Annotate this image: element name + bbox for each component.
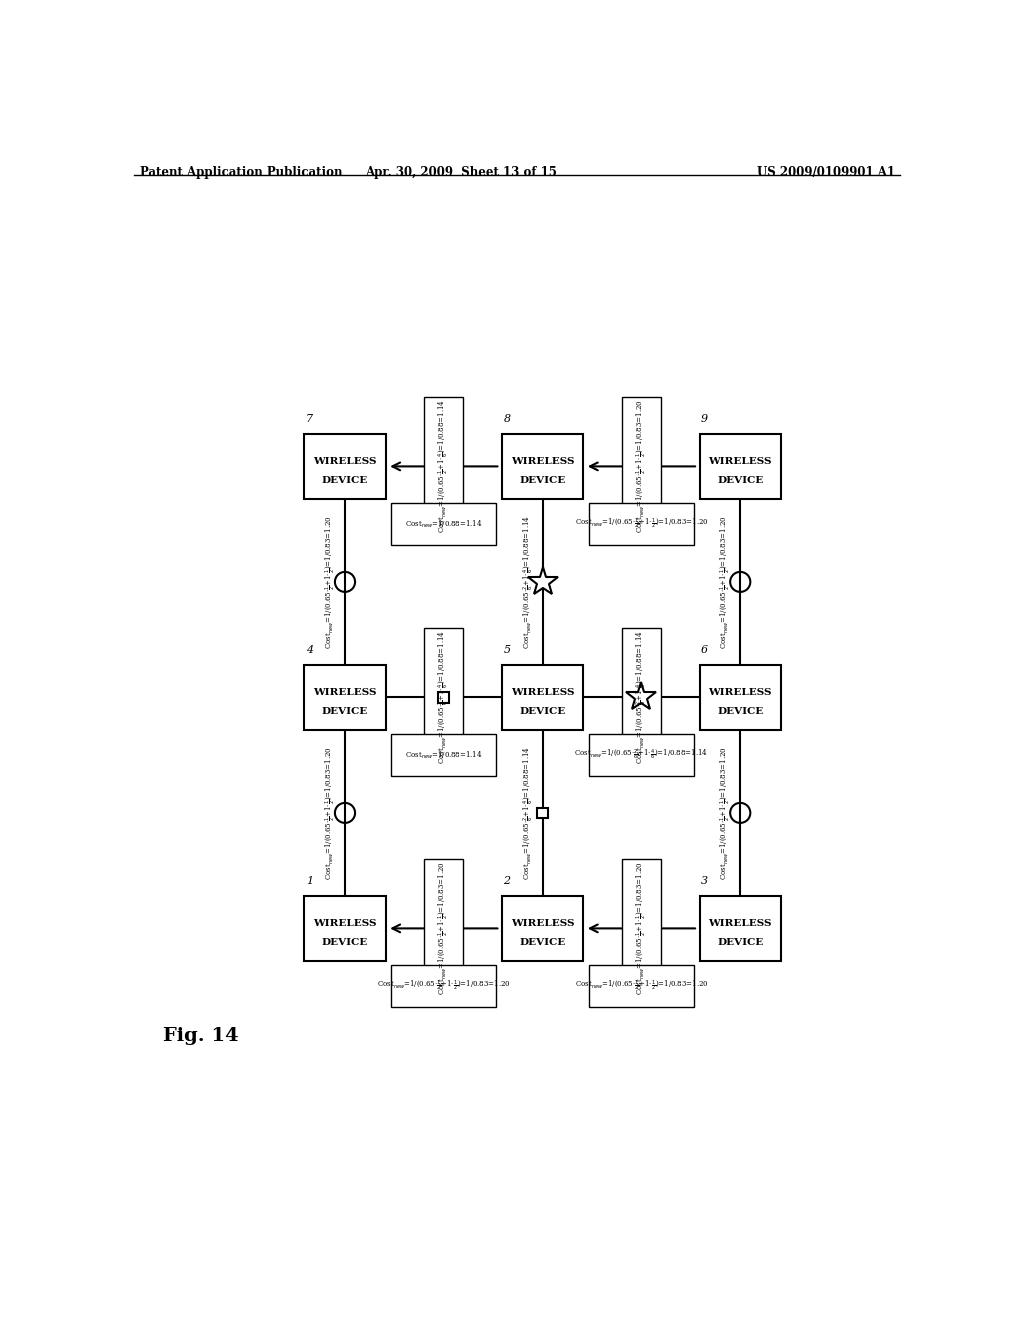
Bar bbox=[538, 577, 548, 587]
Text: Cost$_{new}$=1/(0.65$\cdot\frac{1}{2}$+1$\cdot\frac{1}{2}$)=1/0.83=1.20: Cost$_{new}$=1/(0.65$\cdot\frac{1}{2}$+1… bbox=[574, 979, 709, 993]
Text: Cost$_{new}$=1/0.88=1.14: Cost$_{new}$=1/0.88=1.14 bbox=[406, 750, 482, 760]
Text: Patent Application Publication: Patent Application Publication bbox=[139, 166, 342, 180]
Bar bbox=[391, 503, 496, 545]
Text: Cost$_{new}$=1/(0.65$\cdot\frac{1}{2}$+1$\cdot\frac{1}{2}$)=1/0.83=1.20: Cost$_{new}$=1/(0.65$\cdot\frac{1}{2}$+1… bbox=[377, 979, 511, 993]
Bar bbox=[589, 965, 693, 1007]
Bar bbox=[502, 434, 584, 499]
Text: Cost$_{new}$=1/(0.65$\cdot\frac{1}{2}$+1$\cdot\frac{1}{2}$)=1/0.83=1.20: Cost$_{new}$=1/(0.65$\cdot\frac{1}{2}$+1… bbox=[574, 517, 709, 531]
Text: DEVICE: DEVICE bbox=[519, 475, 565, 484]
Bar bbox=[424, 628, 463, 767]
Bar bbox=[699, 896, 781, 961]
Text: Cost$_{new}$=1/0.88=1.14: Cost$_{new}$=1/0.88=1.14 bbox=[406, 519, 482, 529]
Text: Cost$_{new}$=1/(0.65$\cdot\frac{1}{2}$+1$\cdot\frac{1}{2}$)=1/0.83=1.20: Cost$_{new}$=1/(0.65$\cdot\frac{1}{2}$+1… bbox=[634, 400, 648, 533]
Text: WIRELESS: WIRELESS bbox=[313, 688, 377, 697]
Text: 2: 2 bbox=[504, 876, 511, 887]
Text: Cost$_{new}$=1/(0.65$\cdot\frac{1}{2}$+1$\cdot\frac{1}{2}$)=1/0.83=1.20: Cost$_{new}$=1/(0.65$\cdot\frac{1}{2}$+1… bbox=[324, 515, 338, 648]
Text: Fig. 14: Fig. 14 bbox=[163, 1027, 239, 1045]
Text: 1: 1 bbox=[306, 876, 313, 887]
Text: Cost$_{new}$=1/(0.65$\cdot\frac{1}{2}$+1$\cdot\frac{1}{2}$)=1/0.83=1.20: Cost$_{new}$=1/(0.65$\cdot\frac{1}{2}$+1… bbox=[719, 746, 733, 879]
Text: WIRELESS: WIRELESS bbox=[313, 919, 377, 928]
Bar bbox=[304, 665, 386, 730]
Text: DEVICE: DEVICE bbox=[322, 475, 368, 484]
Bar bbox=[589, 503, 693, 545]
Bar bbox=[622, 397, 660, 536]
Bar bbox=[622, 628, 660, 767]
Bar bbox=[304, 434, 386, 499]
Bar bbox=[699, 434, 781, 499]
Bar bbox=[438, 692, 450, 702]
Text: Apr. 30, 2009  Sheet 13 of 15: Apr. 30, 2009 Sheet 13 of 15 bbox=[366, 166, 557, 180]
Text: US 2009/0109901 A1: US 2009/0109901 A1 bbox=[758, 166, 895, 180]
Text: 7: 7 bbox=[306, 414, 313, 425]
Bar bbox=[391, 734, 496, 776]
Bar bbox=[502, 665, 584, 730]
Text: 5: 5 bbox=[504, 645, 511, 656]
Text: DEVICE: DEVICE bbox=[717, 475, 763, 484]
Text: DEVICE: DEVICE bbox=[519, 706, 565, 715]
Text: WIRELESS: WIRELESS bbox=[511, 919, 574, 928]
Bar bbox=[502, 896, 584, 961]
Text: Cost$_{new}$=1/(0.65$\cdot\frac{1}{2}$+1$\cdot\frac{1}{2}$)=1/0.83=1.20: Cost$_{new}$=1/(0.65$\cdot\frac{1}{2}$+1… bbox=[324, 746, 338, 879]
Bar bbox=[424, 397, 463, 536]
Text: DEVICE: DEVICE bbox=[519, 937, 565, 946]
Text: Cost$_{new}$=1/(0.65$\cdot\frac{1}{2}$+1$\cdot\frac{1}{2}$)=1/0.83=1.20: Cost$_{new}$=1/(0.65$\cdot\frac{1}{2}$+1… bbox=[719, 515, 733, 648]
Text: WIRELESS: WIRELESS bbox=[511, 457, 574, 466]
Bar bbox=[424, 859, 463, 998]
Text: 4: 4 bbox=[306, 645, 313, 656]
Text: Cost$_{new}$=1/(0.65$\cdot\frac{2}{6}$+1$\cdot\frac{4}{6}$)=1/0.88=1.14: Cost$_{new}$=1/(0.65$\cdot\frac{2}{6}$+1… bbox=[521, 746, 536, 880]
Text: WIRELESS: WIRELESS bbox=[709, 919, 772, 928]
Text: Cost$_{new}$=1/(0.65$\cdot\frac{1}{2}$+1$\cdot\frac{4}{6}$)=1/0.88=1.14: Cost$_{new}$=1/(0.65$\cdot\frac{1}{2}$+1… bbox=[436, 400, 451, 533]
Text: DEVICE: DEVICE bbox=[322, 706, 368, 715]
Text: Cost$_{new}$=1/(0.65$\cdot\frac{2}{6}$+1$\cdot\frac{4}{6}$)=1/0.88=1.14: Cost$_{new}$=1/(0.65$\cdot\frac{2}{6}$+1… bbox=[436, 631, 451, 764]
Text: 8: 8 bbox=[504, 414, 511, 425]
Bar bbox=[699, 665, 781, 730]
Text: Cost$_{new}$=1/(0.65$\cdot\frac{2}{6}$+1$\cdot\frac{4}{6}$)=1/0.88=1.14: Cost$_{new}$=1/(0.65$\cdot\frac{2}{6}$+1… bbox=[634, 631, 648, 764]
Text: DEVICE: DEVICE bbox=[322, 937, 368, 946]
Text: 9: 9 bbox=[701, 414, 709, 425]
Bar bbox=[538, 808, 548, 818]
Text: 6: 6 bbox=[701, 645, 709, 656]
Text: 3: 3 bbox=[701, 876, 709, 887]
Text: WIRELESS: WIRELESS bbox=[709, 457, 772, 466]
Text: Cost$_{new}$=1/(0.65$\cdot\frac{1}{2}$+1$\cdot\frac{1}{2}$)=1/0.83=1.20: Cost$_{new}$=1/(0.65$\cdot\frac{1}{2}$+1… bbox=[436, 862, 451, 995]
Text: DEVICE: DEVICE bbox=[717, 706, 763, 715]
Bar bbox=[391, 965, 496, 1007]
Text: Cost$_{new}$=1/(0.65$\cdot\frac{2}{6}$+1$\cdot\frac{4}{6}$)=1/0.88=1.14: Cost$_{new}$=1/(0.65$\cdot\frac{2}{6}$+1… bbox=[521, 515, 536, 649]
Text: WIRELESS: WIRELESS bbox=[511, 688, 574, 697]
Text: DEVICE: DEVICE bbox=[717, 937, 763, 946]
Text: Cost$_{new}$=1/(0.65$\cdot\frac{2}{6}$+1$\cdot\frac{4}{6}$)=1/0.88=1.14: Cost$_{new}$=1/(0.65$\cdot\frac{2}{6}$+1… bbox=[574, 748, 709, 762]
Bar bbox=[589, 734, 693, 776]
Bar bbox=[622, 859, 660, 998]
Text: WIRELESS: WIRELESS bbox=[313, 457, 377, 466]
Text: Cost$_{new}$=1/(0.65$\cdot\frac{1}{2}$+1$\cdot\frac{1}{2}$)=1/0.83=1.20: Cost$_{new}$=1/(0.65$\cdot\frac{1}{2}$+1… bbox=[634, 862, 648, 995]
Bar bbox=[304, 896, 386, 961]
Text: WIRELESS: WIRELESS bbox=[709, 688, 772, 697]
